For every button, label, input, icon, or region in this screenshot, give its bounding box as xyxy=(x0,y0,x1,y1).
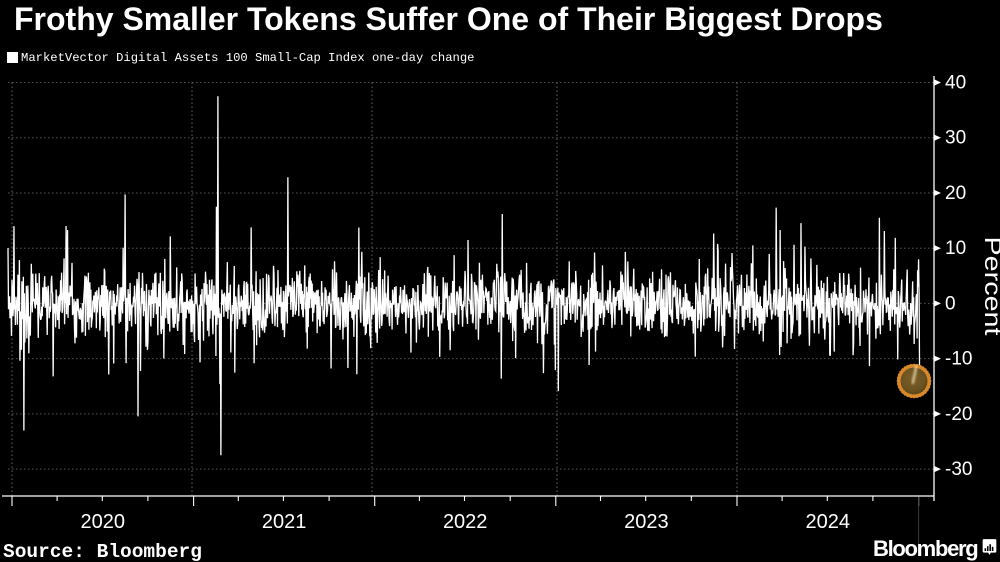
svg-text:-30: -30 xyxy=(945,459,972,480)
svg-text:40: 40 xyxy=(945,73,966,94)
svg-text:2023: 2023 xyxy=(624,511,669,533)
svg-text:20: 20 xyxy=(945,183,966,204)
svg-text:2022: 2022 xyxy=(443,511,488,533)
svg-text:-10: -10 xyxy=(945,349,972,370)
svg-text:0: 0 xyxy=(945,293,956,314)
svg-text:2021: 2021 xyxy=(262,511,307,533)
svg-text:2020: 2020 xyxy=(81,511,126,533)
svg-text:2024: 2024 xyxy=(806,511,851,533)
svg-text:10: 10 xyxy=(945,238,966,259)
svg-text:-20: -20 xyxy=(945,404,972,425)
svg-text:Percent: Percent xyxy=(980,237,1000,337)
svg-text:30: 30 xyxy=(945,128,966,149)
